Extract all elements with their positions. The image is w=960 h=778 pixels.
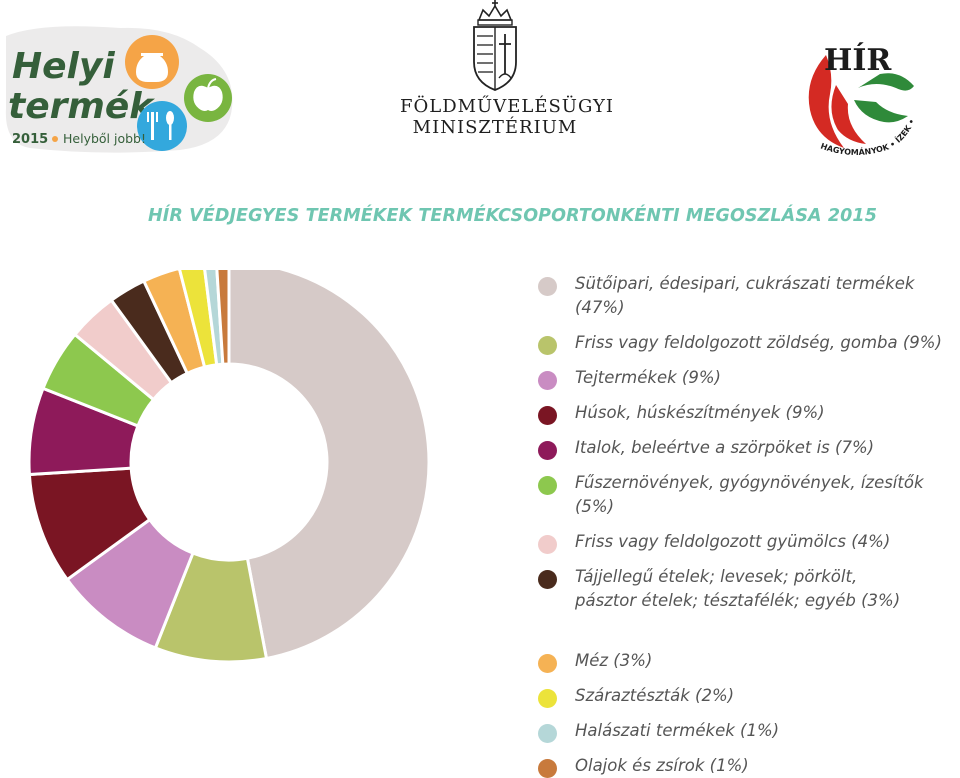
helyi-slogan: Helyből jobb! (63, 131, 146, 146)
legend-swatch (538, 277, 557, 296)
cutlery-icon (137, 101, 187, 151)
legend-item: Halászati termékek (1%) (538, 719, 958, 743)
legend-label: Halászati termékek (1%) (575, 721, 780, 740)
legend-label: Friss vagy feldolgozott zöldség, gomba (… (575, 333, 942, 352)
legend-item: Friss vagy feldolgozott gyümölcs (4%) (538, 530, 958, 554)
legend-swatch (538, 759, 557, 778)
ministry-name-line1: FÖLDMŰVELÉSÜGYI (400, 96, 615, 117)
legend-label: Tejtermékek (9%) (575, 368, 721, 387)
legend-label: Olajok és zsírok (1%) (575, 756, 749, 775)
legend-item: Olajok és zsírok (1%) (538, 754, 958, 778)
ministry-name-line2: MINISZTÉRIUM (412, 117, 578, 138)
legend-item: Friss vagy feldolgozott zöldség, gomba (… (538, 331, 958, 355)
legend-swatch (538, 406, 557, 425)
legend-item: Tájjellegű ételek; levesek; pörkölt, pás… (538, 565, 958, 613)
helyi-word2: termék (8, 86, 155, 127)
legend-swatch (538, 336, 557, 355)
legend-label: Száraztészták (2%) (575, 686, 735, 705)
legend-swatch (538, 371, 557, 390)
legend-item: Tejtermékek (9%) (538, 366, 958, 390)
legend-item: Fűszernövények, gyógynövények, ízesítők … (538, 471, 958, 519)
legend-swatch (538, 535, 557, 554)
pie-slice (215, 270, 231, 366)
legend-label: Sütőipari, édesipari, cukrászati terméke… (575, 274, 915, 317)
legend-label: Tájjellegű ételek; levesek; pörkölt, pás… (575, 567, 901, 610)
legend-label: Fűszernövények, gyógynövények, ízesítők … (575, 473, 924, 516)
legend-item: Húsok, húskészítmények (9%) (538, 401, 958, 425)
helyi-word1: Helyi (12, 46, 115, 87)
legend-swatch (538, 441, 557, 460)
chart-title: HÍR VÉDJEGYES TERMÉKEK TERMÉKCSOPORTONKÉ… (148, 206, 877, 226)
legend-swatch (538, 570, 557, 589)
legend-item: Sütőipari, édesipari, cukrászati terméke… (538, 272, 958, 320)
legend-swatch (538, 724, 557, 743)
hir-logo: HÍR HAGYOMÁNYOK • ÍZEK • RÉGIÓK (793, 21, 926, 165)
legend-item: Méz (3%) (538, 649, 958, 673)
hir-title: HÍR (824, 42, 892, 78)
pepper-icon (808, 55, 844, 148)
legend-label: Italok, beleértve a szörpöket is (7%) (575, 438, 875, 457)
legend-label: Friss vagy feldolgozott gyümölcs (4%) (575, 532, 891, 551)
legend-swatch (538, 654, 557, 673)
helyi-termek-logo: Helyi termék 2015 Helyből jobb! (0, 18, 240, 158)
legend-item: Száraztészták (2%) (538, 684, 958, 708)
ministry-logo: FÖLDMŰVELÉSÜGYI MINISZTÉRIUM (400, 0, 615, 140)
legend-item: Italok, beleértve a szörpöket is (7%) (538, 436, 958, 460)
donut-chart (27, 270, 431, 664)
legend-label: Méz (3%) (575, 651, 653, 670)
chart-legend: Sütőipari, édesipari, cukrászati terméke… (538, 272, 958, 778)
legend-label: Húsok, húskészítmények (9%) (575, 403, 825, 422)
legend-swatch (538, 476, 557, 495)
helyi-year: 2015 (12, 132, 48, 147)
pie-slice (227, 270, 431, 660)
legend-swatch (538, 689, 557, 708)
coat-of-arms-icon (473, 0, 517, 91)
